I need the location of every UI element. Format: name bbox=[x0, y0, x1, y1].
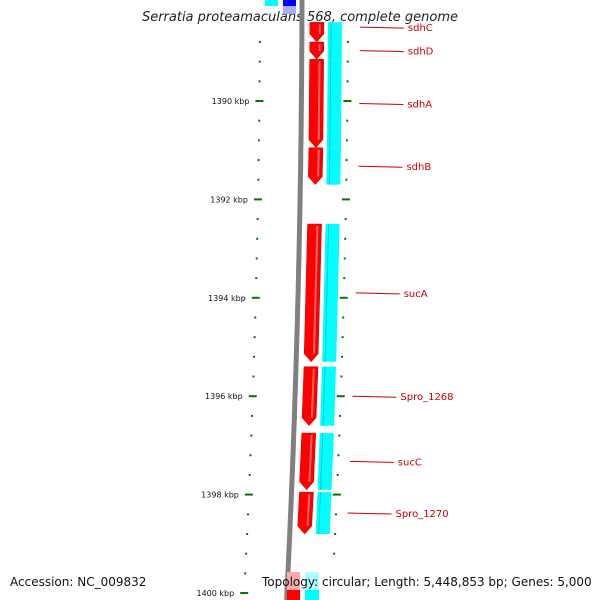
gene-shade bbox=[320, 433, 324, 490]
gene-label: sucC bbox=[398, 457, 422, 468]
label-leader bbox=[359, 26, 404, 29]
topology-value: circular bbox=[321, 575, 367, 589]
label-leader bbox=[347, 512, 392, 515]
gene-block bbox=[315, 492, 332, 534]
topology-label: Topology: bbox=[262, 575, 319, 589]
scale-label: 1394 kbp bbox=[208, 294, 246, 303]
scale-label: 1398 kbp bbox=[201, 491, 239, 500]
gene-label: sdhD bbox=[408, 47, 434, 58]
scale-label: 1396 kbp bbox=[205, 392, 243, 401]
gene-label: Spro_1270 bbox=[395, 509, 448, 520]
gene-shade bbox=[322, 366, 326, 426]
edge-feature bbox=[283, 6, 296, 14]
cds-shade bbox=[317, 149, 320, 177]
gene-label: sdhB bbox=[406, 162, 431, 173]
gene-label: sucA bbox=[404, 289, 428, 300]
gene-block bbox=[322, 224, 340, 362]
gene-shade bbox=[318, 492, 322, 534]
genes-label: Genes: bbox=[511, 575, 554, 589]
gene-block bbox=[320, 366, 336, 426]
gene-label: sdhA bbox=[407, 99, 432, 110]
label-leader bbox=[359, 50, 404, 53]
cds-shade bbox=[317, 61, 321, 140]
accession-info: Accession: NC_009832 bbox=[10, 575, 146, 589]
scale-label: 1400 kbp bbox=[197, 589, 235, 598]
gene-block bbox=[326, 147, 341, 185]
backbone-line bbox=[284, 0, 305, 600]
label-leader bbox=[352, 395, 397, 398]
cds-block bbox=[309, 22, 325, 43]
scale-label: 1390 kbp bbox=[212, 97, 250, 106]
label-leader bbox=[359, 102, 404, 105]
gene-block bbox=[327, 22, 342, 42]
gene-shade bbox=[328, 147, 331, 185]
edge-feature bbox=[283, 0, 296, 6]
accession-value: NC_009832 bbox=[77, 575, 147, 589]
length-label: Length: bbox=[374, 575, 420, 589]
cds-block bbox=[301, 366, 319, 427]
edge-feature bbox=[305, 590, 319, 600]
edge-feature bbox=[287, 590, 300, 600]
cds-block bbox=[308, 58, 324, 149]
feature-tracks bbox=[265, 0, 342, 600]
genome-summary: Topology: circular; Length: 5,448,853 bp… bbox=[262, 575, 592, 589]
gene-label: sdhC bbox=[408, 23, 433, 34]
accession-label: Accession: bbox=[10, 575, 74, 589]
cds-shade bbox=[310, 368, 315, 418]
gene-labels: sdhC sdhD sdhA sdhB sucA Spro_1268 sucC Spro_12… bbox=[347, 23, 454, 520]
gene-shade bbox=[329, 59, 332, 148]
cds-block bbox=[309, 41, 325, 60]
gene-block bbox=[327, 42, 342, 60]
cds-shade bbox=[312, 225, 319, 354]
genome-backbone bbox=[284, 0, 305, 600]
label-leader bbox=[349, 460, 394, 463]
scale-label: 1392 kbp bbox=[210, 195, 248, 204]
gene-label: Spro_1268 bbox=[400, 392, 453, 403]
gene-shade bbox=[324, 223, 330, 362]
genes-value: 5,000 bbox=[557, 575, 592, 589]
scale-ticks: 1390 kbp 1392 kbp 1394 kbp 1396 kbp 1398 kbp… bbox=[197, 40, 352, 598]
cds-block bbox=[297, 491, 314, 535]
gene-block bbox=[326, 59, 342, 148]
cds-block bbox=[308, 147, 324, 185]
label-leader bbox=[358, 165, 403, 168]
cds-block bbox=[299, 432, 317, 491]
gene-block bbox=[317, 433, 334, 490]
cds-block bbox=[303, 223, 322, 363]
length-value: 5,448,853 bp bbox=[423, 575, 504, 589]
edge-feature bbox=[265, 0, 278, 6]
cds-shade bbox=[306, 494, 311, 527]
cds-shade bbox=[308, 435, 313, 482]
label-leader bbox=[355, 292, 400, 295]
